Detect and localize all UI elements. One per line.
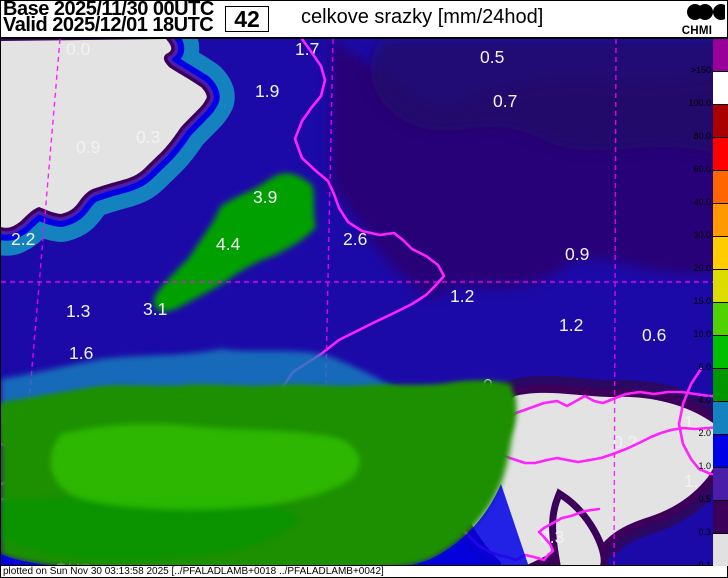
svg-text:0.9: 0.9 bbox=[76, 137, 100, 157]
svg-text:1.9: 1.9 bbox=[255, 81, 279, 101]
svg-text:1.7: 1.7 bbox=[295, 39, 319, 59]
svg-text:0.9: 0.9 bbox=[565, 244, 589, 264]
svg-text:1.2: 1.2 bbox=[450, 286, 474, 306]
svg-text:0.3: 0.3 bbox=[136, 127, 160, 147]
svg-text:0.7: 0.7 bbox=[493, 91, 517, 111]
svg-text:0.0: 0.0 bbox=[66, 39, 91, 59]
svg-text:0.6: 0.6 bbox=[642, 325, 666, 345]
svg-text:2.2: 2.2 bbox=[11, 229, 35, 249]
svg-text:3.9: 3.9 bbox=[253, 187, 277, 207]
svg-text:1.2: 1.2 bbox=[559, 315, 583, 335]
svg-text:4.4: 4.4 bbox=[216, 234, 241, 254]
svg-text:1.6: 1.6 bbox=[69, 343, 93, 363]
svg-text:1.: 1. bbox=[684, 471, 699, 491]
svg-text:1.3: 1.3 bbox=[66, 301, 90, 321]
svg-text:3.1: 3.1 bbox=[143, 299, 167, 319]
svg-text:0.5: 0.5 bbox=[480, 47, 504, 67]
